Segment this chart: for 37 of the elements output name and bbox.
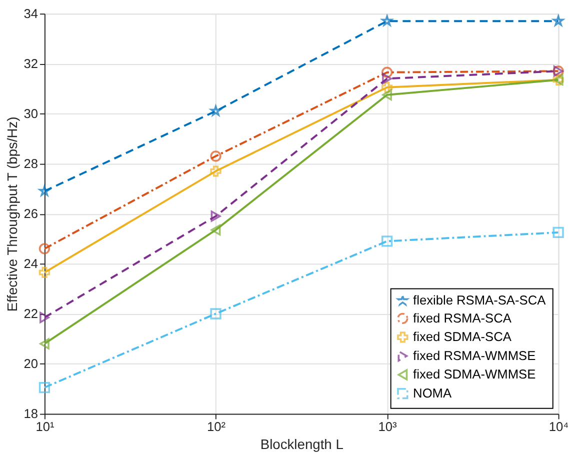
point xyxy=(40,312,50,324)
point xyxy=(210,166,222,177)
y-axis-title: Effective Throughput T (bps/Hz) xyxy=(4,116,20,312)
point xyxy=(381,236,393,247)
point xyxy=(38,382,50,394)
legend-label: fixed RSMA-SCA xyxy=(413,310,512,326)
point xyxy=(210,308,222,320)
y-tick-label: 30 xyxy=(24,106,38,122)
legend-label: flexible RSMA-SA-SCA xyxy=(413,292,546,308)
legend-label: fixed SDMA-SCA xyxy=(413,329,512,344)
legend-label: fixed SDMA-WMMSE xyxy=(413,366,536,382)
legend-label: NOMA xyxy=(413,385,452,400)
point xyxy=(38,266,50,278)
point xyxy=(210,150,222,162)
y-tick-label: 24 xyxy=(24,256,38,272)
y-tick-label: 32 xyxy=(24,56,38,72)
point xyxy=(382,73,392,84)
point xyxy=(552,226,564,238)
x-axis-title: Blocklength L xyxy=(260,436,344,452)
x-tick-label: 10² xyxy=(206,419,226,434)
y-tick-label: 20 xyxy=(24,356,38,372)
point xyxy=(210,210,221,222)
point xyxy=(38,243,50,254)
point xyxy=(40,338,50,350)
point xyxy=(210,224,221,236)
point xyxy=(382,89,392,100)
point xyxy=(381,82,393,93)
y-tick-label: 22 xyxy=(24,306,38,322)
x-tick-label: 10⁴ xyxy=(548,419,569,434)
point xyxy=(381,66,393,78)
legend-label: fixed RSMA-WMMSE xyxy=(413,348,536,363)
y-tick-label: 28 xyxy=(24,156,38,172)
y-tick-label: 26 xyxy=(24,206,38,222)
x-tick-label: 10³ xyxy=(378,419,398,434)
y-tick-label: 34 xyxy=(24,6,38,22)
y-tick-label: 18 xyxy=(24,406,38,422)
x-tick-label: 10¹ xyxy=(36,419,54,434)
